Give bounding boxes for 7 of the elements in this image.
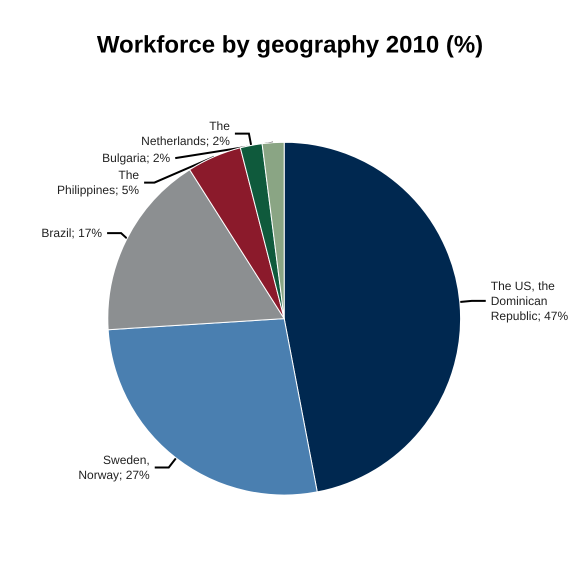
slice-label: Brazil; 17% [41,226,102,240]
slice-label: The US, the Dominican Republic; 47% [490,278,568,323]
slice-label: The Philippines; 5% [57,168,140,198]
chart-title: Workforce by geography 2010 (%) [96,32,484,58]
slice-label: Sweden, Norway; 27% [78,452,150,482]
slice-label: The Netherlands; 2% [141,119,230,148]
slice-label: Bulgaria; 2% [102,151,171,166]
